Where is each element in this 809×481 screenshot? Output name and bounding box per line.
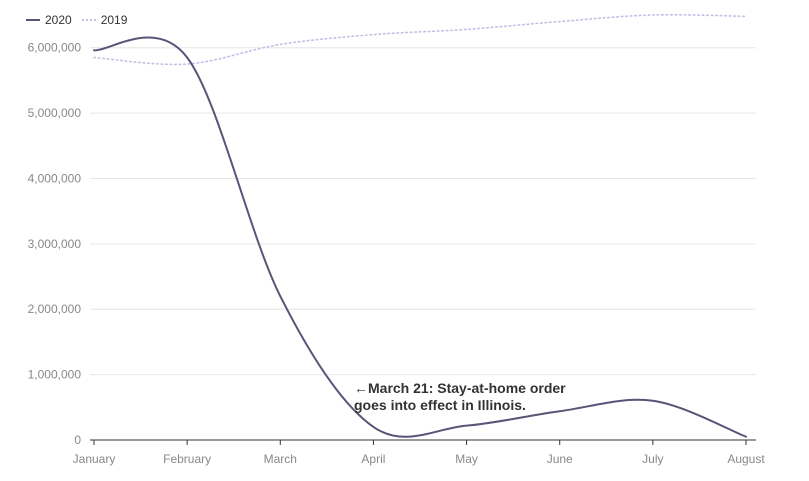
y-tick-label: 3,000,000 (28, 237, 82, 251)
y-tick-label: 4,000,000 (28, 171, 82, 185)
x-tick-label: June (547, 452, 573, 466)
x-tick-label: April (361, 452, 385, 466)
y-tick-label: 2,000,000 (28, 302, 82, 316)
y-tick-label: 1,000,000 (28, 368, 82, 382)
legend-swatch-2020 (26, 19, 40, 21)
annotation-line-1: ←March 21: Stay-at-home order (354, 380, 566, 396)
legend-label-2020: 2020 (45, 13, 72, 27)
series-line-2020 (93, 36, 747, 438)
x-tick-label: January (73, 452, 116, 466)
x-tick-label: May (455, 452, 478, 466)
grid-lines (90, 47, 756, 376)
legend-label-2019: 2019 (100, 13, 128, 27)
chart-annotation: ←March 21: Stay-at-home order goes into … (354, 380, 594, 414)
x-tick-label: February (163, 452, 211, 466)
x-axis: January February March April May June July Augu… (73, 439, 765, 466)
legend-item-2019[interactable]: 2019 (81, 13, 128, 27)
y-tick-label: 6,000,000 (28, 41, 82, 55)
x-tick-label: March (264, 452, 297, 466)
series-line-2019 (93, 13, 747, 66)
y-tick-label: 5,000,000 (28, 106, 82, 120)
y-axis: 0 1,000,000 2,000,000 3,000,000 4,000,000 5,0… (28, 41, 82, 447)
x-tick-label: August (727, 452, 765, 466)
legend-swatch-2019 (81, 19, 96, 21)
x-tick-label: July (642, 452, 663, 466)
series-lines (93, 13, 747, 438)
annotation-line-2: goes into effect in Illinois. (354, 397, 526, 413)
legend-item-2020[interactable]: 2020 (26, 13, 72, 27)
legend: 2020 2019 (26, 13, 137, 27)
y-tick-label: 0 (74, 433, 81, 447)
